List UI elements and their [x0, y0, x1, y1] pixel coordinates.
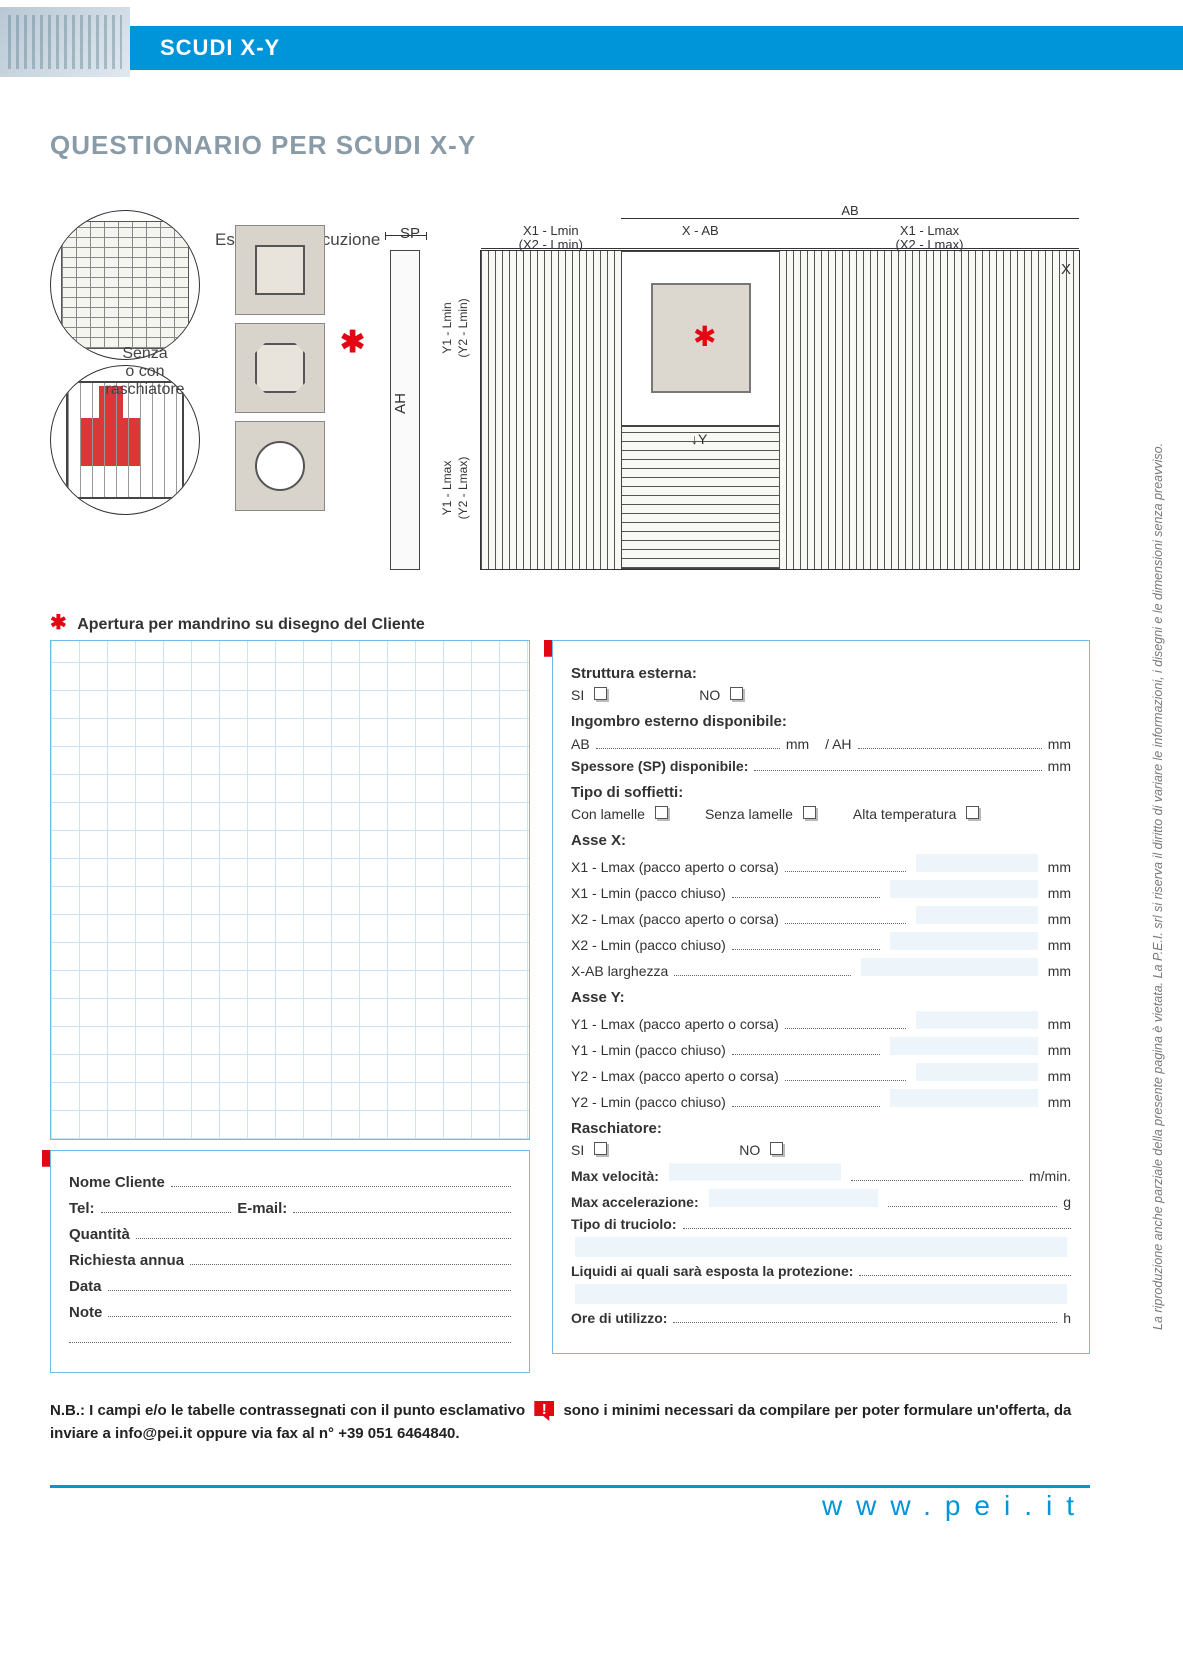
dim-xab: X - AB	[621, 223, 780, 249]
label-ah: / AH	[825, 736, 851, 752]
label-no: NO	[699, 687, 720, 703]
x-axis-label: X	[1061, 261, 1071, 278]
input-truciolo[interactable]	[575, 1237, 1067, 1257]
dim-x1lmin: X1 - Lmin(X2 - Lmin)	[481, 223, 621, 249]
label-rasch-no: NO	[739, 1142, 760, 1158]
label-x2lmax: X2 - Lmax (pacco aperto o corsa)	[571, 911, 779, 927]
label-y2lmax: Y2 - Lmax (pacco aperto o corsa)	[571, 1068, 779, 1084]
technical-diagram: Esempi di esecuzione Senza o con raschia…	[40, 195, 1090, 595]
label-ingombro: Ingombro esterno disponibile:	[571, 713, 1071, 730]
sp-dimline	[385, 235, 427, 247]
label-si: SI	[571, 687, 584, 703]
label-liquidi: Liquidi ai quali sarà esposta la protezi…	[571, 1263, 853, 1279]
label-tipo-soffietti: Tipo di soffietti:	[571, 784, 1071, 801]
label-alta-temp: Alta temperatura	[853, 806, 957, 822]
input-x2lmin[interactable]	[890, 932, 1038, 950]
label-x1lmax: X1 - Lmax (pacco aperto o corsa)	[571, 859, 779, 875]
label-maxacc: Max accelerazione:	[571, 1194, 699, 1210]
page-title: QUESTIONARIO PER SCUDI X-Y	[50, 130, 476, 161]
label-y2lmin: Y2 - Lmin (pacco chiuso)	[571, 1094, 726, 1110]
footer-rule	[50, 1485, 1090, 1488]
footnote: N.B.: I campi e/o le tabelle contrassegn…	[50, 1400, 1090, 1445]
scraper-label: Senza o con raschiatore	[85, 345, 205, 399]
input-y2lmax[interactable]	[916, 1063, 1037, 1081]
dim-y1lmax: Y1 - Lmax	[440, 428, 454, 548]
label-xab: X-AB larghezza	[571, 963, 668, 979]
label-struttura: Struttura esterna:	[571, 665, 1071, 682]
label-senza-lamelle: Senza lamelle	[705, 806, 793, 822]
label-raschiatore: Raschiatore:	[571, 1120, 1071, 1137]
dim-ah: AH	[392, 393, 409, 414]
sample-column	[235, 225, 335, 519]
label-qty: Quantità	[69, 1226, 130, 1243]
input-y1lmin[interactable]	[890, 1037, 1038, 1055]
label-x2lmin: X2 - Lmin (pacco chiuso)	[571, 937, 726, 953]
input-xab[interactable]	[861, 958, 1038, 976]
input-x1lmin[interactable]	[890, 880, 1038, 898]
dim-ab: AB	[621, 203, 1079, 219]
checkbox-rasch-si[interactable]	[594, 1142, 607, 1155]
sample-2	[235, 323, 325, 413]
input-y2lmin[interactable]	[890, 1089, 1038, 1107]
label-spessore: Spessore (SP) disponibile:	[571, 758, 748, 774]
spec-form: Struttura esterna: SI NO Ingombro estern…	[552, 640, 1090, 1354]
label-y1lmin: Y1 - Lmin (pacco chiuso)	[571, 1042, 726, 1058]
input-liquidi[interactable]	[575, 1284, 1067, 1304]
main-drawing: X ↓Y AB X1 - Lmin(X2 - Lmin) X - AB X1 -…	[480, 250, 1080, 570]
exclamation-icon: !	[534, 1401, 554, 1421]
header-title: SCUDI X-Y	[160, 35, 280, 61]
input-maxvel[interactable]	[669, 1163, 841, 1181]
checkbox-alta-temp[interactable]	[966, 806, 979, 819]
dim-left: Y1 - Lmin (Y2 - Lmin) Y1 - Lmax (Y2 - Lm…	[429, 251, 479, 569]
label-nome: Nome Cliente	[69, 1174, 165, 1191]
dim-y2lmax: (Y2 - Lmax)	[456, 428, 470, 548]
label-tel: Tel:	[69, 1200, 95, 1217]
bellows-bottom	[621, 426, 781, 569]
label-truciolo: Tipo di truciolo:	[571, 1216, 677, 1232]
label-data: Data	[69, 1278, 102, 1295]
slats-right	[779, 251, 1079, 569]
input-maxacc[interactable]	[709, 1189, 878, 1207]
label-con-lamelle: Con lamelle	[571, 806, 645, 822]
sample-3	[235, 421, 325, 511]
checkbox-con-lamelle[interactable]	[655, 806, 668, 819]
label-rasch-si: SI	[571, 1142, 584, 1158]
dim-top: AB X1 - Lmin(X2 - Lmin) X - AB X1 - Lmax…	[481, 203, 1079, 249]
spindle-window	[621, 251, 781, 426]
asterisk-icon: ✱	[50, 612, 67, 634]
label-y1lmax: Y1 - Lmax (pacco aperto o corsa)	[571, 1016, 779, 1032]
sample-1	[235, 225, 325, 315]
asterisk-note: ✱ Apertura per mandrino su disegno del C…	[50, 610, 425, 635]
asterisk-icon: ✱	[340, 325, 365, 360]
dim-y2lmin: (Y2 - Lmin)	[456, 268, 470, 388]
checkbox-senza-lamelle[interactable]	[803, 806, 816, 819]
label-ab: AB	[571, 736, 590, 752]
input-x1lmax[interactable]	[916, 854, 1037, 872]
header-bar: SCUDI X-Y	[0, 26, 1183, 70]
dim-x1lmax: X1 - Lmax(X2 - Lmax)	[780, 223, 1079, 249]
label-note: Note	[69, 1304, 102, 1321]
slats-left	[481, 251, 621, 569]
center-box	[621, 251, 781, 569]
header-icon	[0, 7, 130, 77]
label-ore: Ore di utilizzo:	[571, 1310, 667, 1326]
label-x1lmin: X1 - Lmin (pacco chiuso)	[571, 885, 726, 901]
label-assex: Asse X:	[571, 832, 1071, 849]
checkbox-struttura-no[interactable]	[730, 687, 743, 700]
label-maxvel: Max velocità:	[571, 1168, 659, 1184]
label-annual: Richiesta annua	[69, 1252, 184, 1269]
input-y1lmax[interactable]	[916, 1011, 1037, 1029]
example-circle-1	[50, 210, 200, 360]
checkbox-struttura-si[interactable]	[594, 687, 607, 700]
drawing-grid[interactable]	[50, 640, 530, 1140]
client-form: Nome Cliente Tel: E-mail: Quantità Richie…	[50, 1150, 530, 1373]
dim-y1lmin: Y1 - Lmin	[440, 268, 454, 388]
label-email: E-mail:	[237, 1200, 287, 1217]
input-x2lmax[interactable]	[916, 906, 1037, 924]
checkbox-rasch-no[interactable]	[770, 1142, 783, 1155]
label-assey: Asse Y:	[571, 989, 1071, 1006]
y-axis-label: ↓Y	[691, 431, 707, 447]
copyright-side-text: La riproduzione anche parziale della pre…	[1151, 280, 1165, 1330]
website-url: www.pei.it	[822, 1490, 1088, 1522]
